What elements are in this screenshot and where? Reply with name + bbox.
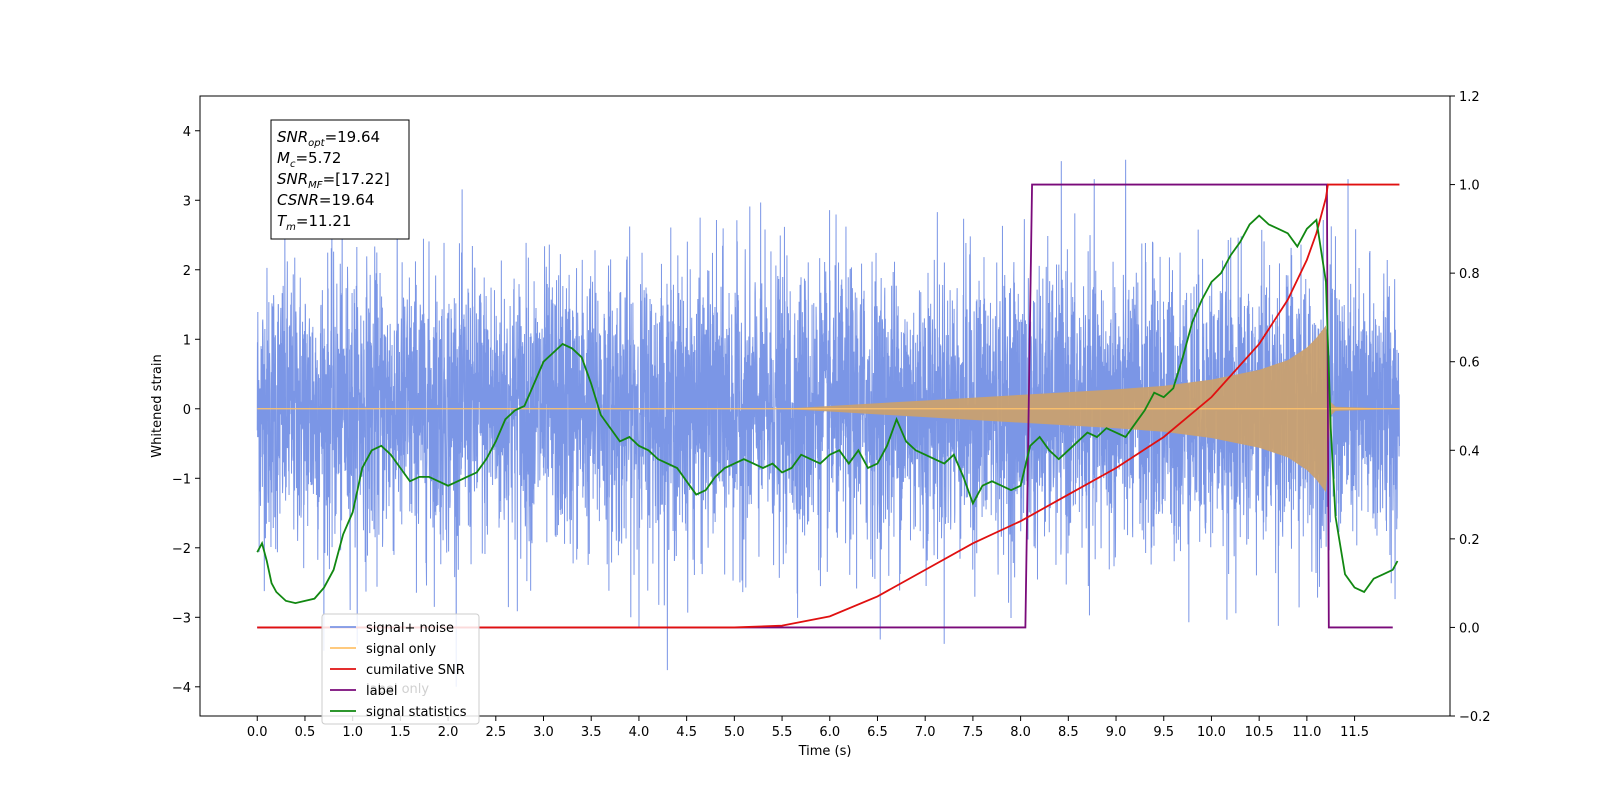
annotation-line: Tm=11.21 — [277, 212, 351, 233]
series-layer — [256, 159, 1400, 687]
x-tick-label: 8.0 — [1010, 725, 1031, 740]
annotation-line: Mc=5.72 — [277, 149, 341, 170]
stats-annotation-box: SNRopt=19.64Mc=5.72SNRMF=[17.22]CSNR=19.… — [270, 119, 410, 240]
y2-tick-label: 0.8 — [1459, 267, 1480, 282]
x-tick-label: 9.5 — [1153, 725, 1174, 740]
legend-entry-label: label — [366, 684, 397, 699]
plot-frame — [199, 95, 1451, 717]
x-tick-label: 2.5 — [485, 725, 506, 740]
series-signal-statistics — [256, 214, 1399, 604]
annotation-line: CSNR=19.64 — [277, 191, 374, 209]
y-tick-label: 2 — [183, 264, 191, 279]
x-tick-label: 5.5 — [772, 725, 793, 740]
y-tick-label: 0 — [183, 403, 191, 418]
x-tick-label: 4.0 — [629, 725, 650, 740]
series-cumulative-snr — [257, 183, 1400, 629]
y-tick-label: −1 — [172, 472, 191, 487]
y-tick-label: −4 — [172, 681, 191, 696]
legend-frame — [321, 613, 480, 725]
y2-tick-label: 0.0 — [1459, 621, 1480, 636]
y-tick-label: 3 — [183, 194, 191, 209]
annotation-line: SNRMF=[17.22] — [277, 170, 390, 191]
x-tick-label: 10.0 — [1197, 725, 1226, 740]
x-tick-label: 4.5 — [676, 725, 697, 740]
x-tick-label: 11.5 — [1340, 725, 1369, 740]
annotation-frame — [270, 119, 410, 240]
legend-overlapped-label: label only — [366, 682, 429, 697]
y2-axis-ticks: 1.2 1.0 0.8 0.6 0.4 0.2 0.0 −0.2 — [1450, 90, 1491, 725]
x-tick-label: 0.5 — [295, 725, 316, 740]
legend-entry-label: cumilative SNR — [366, 663, 465, 678]
x-tick-label: 7.0 — [915, 725, 936, 740]
y2-tick-label: 1.2 — [1459, 90, 1480, 105]
x-tick-label: 11.0 — [1292, 725, 1321, 740]
y-tick-label: 1 — [183, 333, 191, 348]
y-tick-label: −3 — [172, 611, 191, 626]
legend: label only signal+ noise signal only cumila… — [321, 613, 480, 725]
y-axis-ticks: 4 3 2 1 0 −1 −2 −3 −4 — [172, 125, 200, 696]
x-axis-label: Time (s) — [798, 744, 852, 759]
y2-tick-label: 1.0 — [1459, 179, 1480, 194]
x-tick-label: 9.0 — [1106, 725, 1127, 740]
x-tick-label: 8.5 — [1058, 725, 1079, 740]
y-tick-label: −2 — [172, 542, 191, 557]
x-tick-label: 5.0 — [724, 725, 745, 740]
y-tick-label: 4 — [183, 125, 191, 140]
x-tick-label: 6.0 — [819, 725, 840, 740]
x-tick-label: 2.0 — [438, 725, 459, 740]
x-tick-label: 10.5 — [1245, 725, 1274, 740]
y2-tick-label: 0.2 — [1459, 533, 1480, 548]
x-tick-label: 1.5 — [390, 725, 411, 740]
y2-tick-label: 0.4 — [1459, 444, 1480, 459]
x-tick-label: 7.5 — [963, 725, 984, 740]
x-tick-label: 3.5 — [581, 725, 602, 740]
y2-tick-label: −0.2 — [1459, 710, 1491, 725]
x-tick-label: 3.0 — [533, 725, 554, 740]
x-tick-label: 1.0 — [342, 725, 363, 740]
annotation-line: SNRopt=19.64 — [277, 128, 380, 149]
x-tick-label: 0.0 — [247, 725, 268, 740]
x-tick-label: 6.5 — [867, 725, 888, 740]
legend-entry-label: signal only — [366, 642, 436, 657]
x-axis-ticks: 0.0 0.5 1.0 1.5 2.0 2.5 3.0 3.5 4.0 4.5 5.0 5.5 6.0 6… — [247, 716, 1369, 740]
legend-entry-label: signal+ noise — [366, 621, 454, 636]
y2-tick-label: 0.6 — [1459, 356, 1480, 371]
legend-entry-label: signal statistics — [366, 705, 467, 720]
series-label — [257, 183, 1393, 629]
y-axis-label: Whitened strain — [150, 354, 165, 457]
